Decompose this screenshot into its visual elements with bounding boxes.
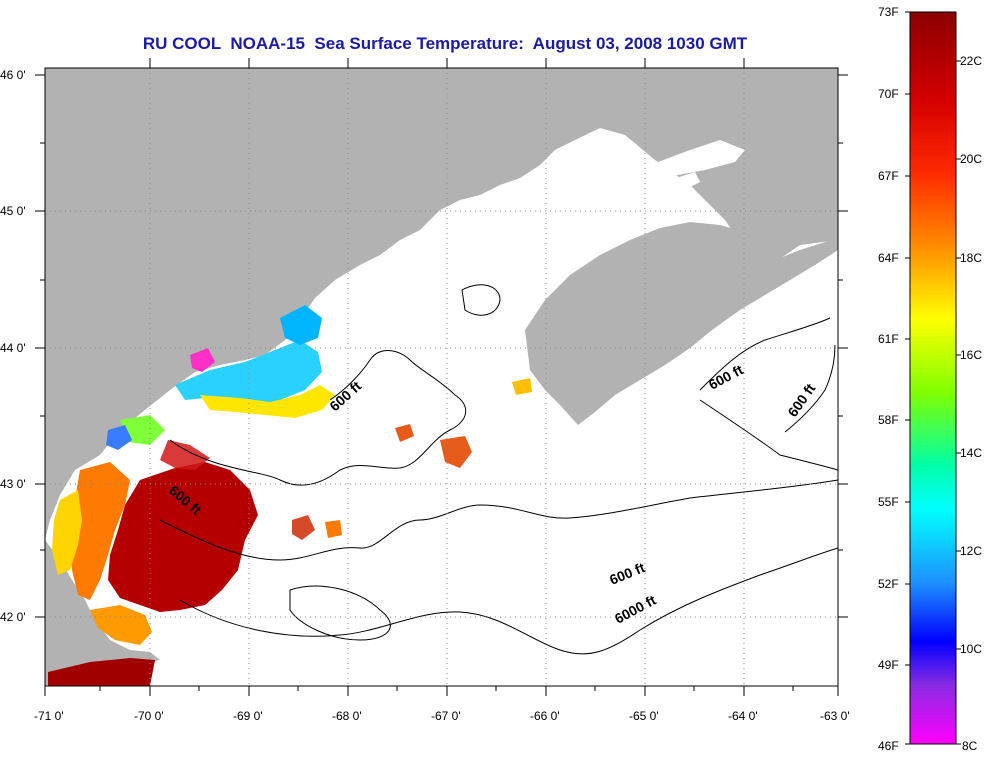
cb-f-46: 46F: [878, 739, 899, 753]
contour-600-scotian-1: [699, 317, 831, 391]
lon-label-68: -68 0': [332, 709, 362, 723]
cb-c-22: 22C: [960, 54, 982, 68]
contour-600-scotian-3: [784, 344, 836, 433]
sst-cape-orange: [90, 605, 152, 645]
lat-label-46: 46 0': [0, 68, 26, 82]
cb-f-73: 73F: [878, 5, 899, 19]
cb-f-58: 58F: [878, 413, 899, 427]
sst-orange-spot-1: [395, 424, 414, 442]
map-area: 600 ft 600 ft 600 ft 600 ft 600 ft 6000 …: [0, 58, 850, 723]
sst-cool-gulf-of-maine: [175, 340, 322, 405]
lon-label-64: -64 0': [728, 709, 758, 723]
contour-600-georges: [159, 479, 838, 561]
sst-warm-core: [108, 462, 258, 612]
lat-label-45: 45 0': [0, 204, 26, 218]
map-frame: [44, 67, 839, 687]
cb-c-12: 12C: [960, 544, 982, 558]
lat-label-44: 44 0': [0, 341, 26, 355]
bay-of-fundy: [505, 172, 700, 292]
sst-yellow-band: [200, 385, 335, 418]
sst-green-patch: [120, 415, 165, 445]
cb-c-18: 18C: [960, 251, 982, 265]
sst-yellow-coast: [52, 490, 82, 575]
sst-magenta-coast: [190, 348, 215, 372]
sst-data: [48, 305, 532, 686]
lon-label-69: -69 0': [233, 709, 263, 723]
map-title: RU COOL NOAA-15 Sea Surface Temperature:…: [142, 34, 748, 53]
minas-basin: [650, 140, 745, 176]
sst-orange-spot-2: [440, 436, 472, 468]
sst-orange-spot-4: [325, 520, 342, 538]
bathymetry-contours: [159, 284, 838, 655]
cb-f-49: 49F: [878, 658, 899, 672]
sst-southwest-warm: [48, 658, 155, 686]
cb-c-8: 8C: [962, 739, 978, 753]
cb-c-20: 20C: [960, 152, 982, 166]
lon-label-63: -63 0': [820, 709, 850, 723]
cb-f-61: 61F: [878, 332, 899, 346]
cb-c-16: 16C: [960, 348, 982, 362]
land-nova-scotia: [525, 222, 838, 425]
lon-label-65: -65 0': [629, 709, 659, 723]
lat-label-43: 43 0': [0, 477, 26, 491]
contour-600-fundy-mouth: [461, 284, 501, 316]
tick-marks: [35, 58, 848, 696]
lon-label-67: -67 0': [431, 709, 461, 723]
contour-600-basin: [289, 585, 391, 641]
land-cape-cod: [45, 540, 160, 686]
contour-600-gulf: [169, 350, 467, 486]
sst-orange-west: [70, 462, 130, 600]
colorbar-ticks: [905, 11, 961, 745]
cb-c-14: 14C: [960, 446, 982, 460]
sst-yellow-spot: [512, 378, 532, 395]
sst-orange-spot-3: [292, 515, 315, 540]
colorbar: 73F 70F 67F 64F 61F 58F 55F 52F 49F 46F …: [878, 5, 982, 753]
lon-label-66: -66 0': [530, 709, 560, 723]
sst-warm-edge: [160, 440, 210, 470]
land-mainland: [45, 68, 838, 540]
cb-f-67: 67F: [878, 169, 899, 183]
cb-f-55: 55F: [878, 495, 899, 509]
contour-6000: [179, 547, 838, 655]
sst-blue-west: [106, 425, 132, 450]
colorbar-gradient: [909, 11, 957, 745]
lon-label-71: -71 0': [34, 709, 64, 723]
cb-f-70: 70F: [878, 87, 899, 101]
cb-f-64: 64F: [878, 251, 899, 265]
lat-label-42: 42 0': [0, 610, 26, 624]
sst-blue-coastal: [280, 305, 322, 345]
cb-c-10: 10C: [960, 642, 982, 656]
lon-label-70: -70 0': [134, 709, 164, 723]
graticule: [45, 68, 838, 686]
contour-600-scotian-2: [699, 399, 838, 471]
cb-f-52: 52F: [878, 577, 899, 591]
